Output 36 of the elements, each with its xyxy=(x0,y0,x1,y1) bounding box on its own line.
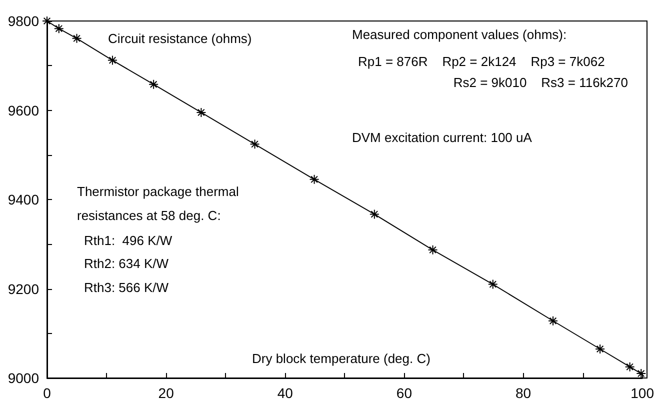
x-tick-label: 60 xyxy=(396,385,412,401)
x-tick-label: 0 xyxy=(43,385,52,401)
annotation: Rp1 = 876R Rp2 = 2k124 Rp3 = 7k062 xyxy=(358,54,605,69)
annotation: Rth1: 496 K/W xyxy=(84,233,173,248)
point xyxy=(250,139,260,150)
annotation: Rs2 = 9k010 Rs3 = 116k270 xyxy=(453,75,628,90)
point xyxy=(428,244,438,255)
y-tick-label: 9000 xyxy=(8,370,40,386)
annotation: Rth2: 634 K/W xyxy=(84,256,170,271)
y-tick-label: 9600 xyxy=(8,102,40,118)
annotation: DVM excitation current: 100 uA xyxy=(352,130,532,145)
annotation: Measured component values (ohms): xyxy=(352,27,567,42)
x-tick-label: 20 xyxy=(158,385,174,401)
point xyxy=(595,344,606,354)
y-tick-label: 9800 xyxy=(8,13,40,29)
annotation: Thermistor package thermal xyxy=(77,184,239,199)
x-axis-title: Dry block temperature (deg. C) xyxy=(252,351,430,366)
point xyxy=(309,174,320,184)
point xyxy=(148,79,159,90)
point xyxy=(624,362,635,372)
point xyxy=(54,24,64,34)
point xyxy=(196,107,206,118)
x-tick-label: 40 xyxy=(277,385,294,401)
y-tick-label: 9200 xyxy=(8,280,40,297)
point xyxy=(369,209,380,220)
x-tick-label: 80 xyxy=(515,385,532,401)
x-tick-label: 100 xyxy=(630,385,654,401)
annotation: resistances at 58 deg. C: xyxy=(77,208,221,223)
y-axis-title: Circuit resistance (ohms) xyxy=(108,31,252,46)
point xyxy=(107,55,118,66)
annotation: Rth3: 566 K/W xyxy=(84,280,170,295)
point xyxy=(72,33,82,44)
y-tick-label: 9400 xyxy=(8,192,40,208)
point xyxy=(548,316,558,326)
point xyxy=(488,279,498,290)
point xyxy=(636,368,646,379)
